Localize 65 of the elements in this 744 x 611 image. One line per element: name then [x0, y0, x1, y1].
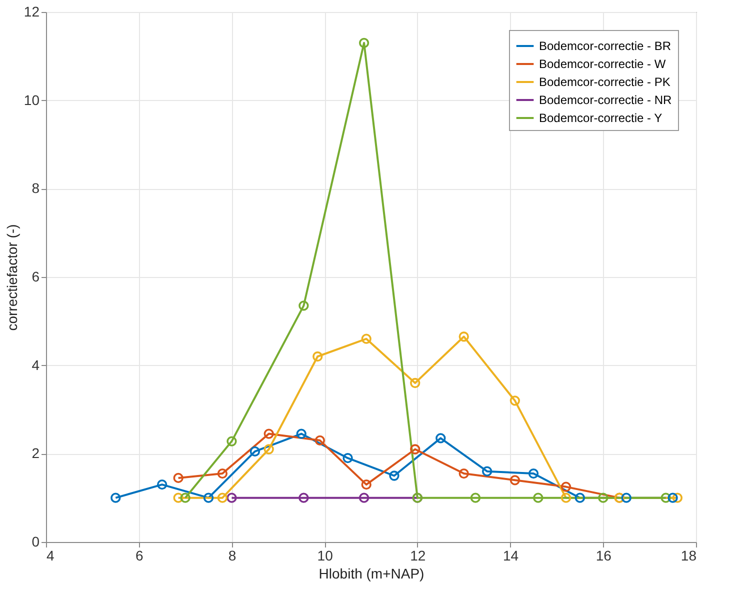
- point: [226, 436, 237, 446]
- point: [533, 492, 544, 503]
- point: [361, 334, 372, 344]
- point: [410, 378, 420, 388]
- x-tick-label: 6: [135, 548, 144, 564]
- x-tick-label: 16: [596, 548, 612, 564]
- y-tick-label: 4: [32, 356, 40, 373]
- legend-label: Bodemcor-correctie - PK: [539, 75, 670, 89]
- point: [436, 433, 446, 444]
- point: [668, 492, 678, 503]
- y-axis-title: correctiefactor (-): [4, 224, 20, 331]
- point: [314, 435, 326, 446]
- y-tick-label: 8: [32, 180, 40, 196]
- point: [361, 480, 372, 490]
- legend-label: Bodemcor-correctie - W: [539, 57, 666, 71]
- point: [264, 444, 274, 454]
- point: [560, 492, 572, 503]
- point: [156, 480, 168, 490]
- y-tick-label: 6: [32, 268, 40, 284]
- point: [342, 453, 353, 464]
- x-axis-title: Hlobith (m+NAP): [318, 566, 424, 582]
- point: [217, 492, 228, 503]
- point: [312, 351, 323, 362]
- legend-label: Bodemcor-correctie - Y: [539, 111, 662, 125]
- point: [482, 466, 492, 476]
- point: [458, 468, 469, 479]
- legend-label: Bodemcor-correctie - BR: [539, 39, 672, 53]
- point: [173, 492, 184, 503]
- point: [358, 38, 370, 48]
- point: [226, 492, 237, 503]
- point: [296, 428, 306, 439]
- point: [528, 468, 539, 479]
- point: [574, 492, 586, 503]
- point: [660, 492, 671, 503]
- point: [621, 492, 632, 503]
- point: [298, 492, 309, 503]
- point: [180, 492, 190, 503]
- point: [410, 444, 420, 454]
- point: [389, 470, 400, 481]
- point: [672, 492, 683, 503]
- x-tick-label: 10: [317, 548, 334, 564]
- point: [298, 300, 309, 311]
- legend-label: Bodemcor-correctie - NR: [539, 93, 672, 107]
- point: [217, 468, 228, 479]
- point: [510, 396, 520, 406]
- x-tick-label: 14: [502, 548, 519, 564]
- point: [470, 492, 481, 503]
- point: [173, 472, 184, 484]
- point: [264, 428, 274, 439]
- x-tick-label: 8: [228, 548, 236, 564]
- point: [358, 492, 370, 503]
- point: [250, 446, 260, 457]
- x-tick-label: 4: [46, 548, 54, 564]
- point: [560, 482, 572, 492]
- x-tick-label: 12: [410, 548, 426, 564]
- point: [598, 492, 608, 503]
- y-tick-label: 10: [24, 92, 40, 108]
- point: [458, 332, 469, 342]
- y-tick-label: 0: [32, 534, 40, 550]
- point: [510, 475, 520, 486]
- y-tick-label: 2: [32, 445, 40, 462]
- point: [203, 492, 214, 503]
- y-tick-label: 12: [24, 4, 40, 20]
- point: [110, 492, 121, 503]
- x-tick-label: 18: [680, 548, 697, 564]
